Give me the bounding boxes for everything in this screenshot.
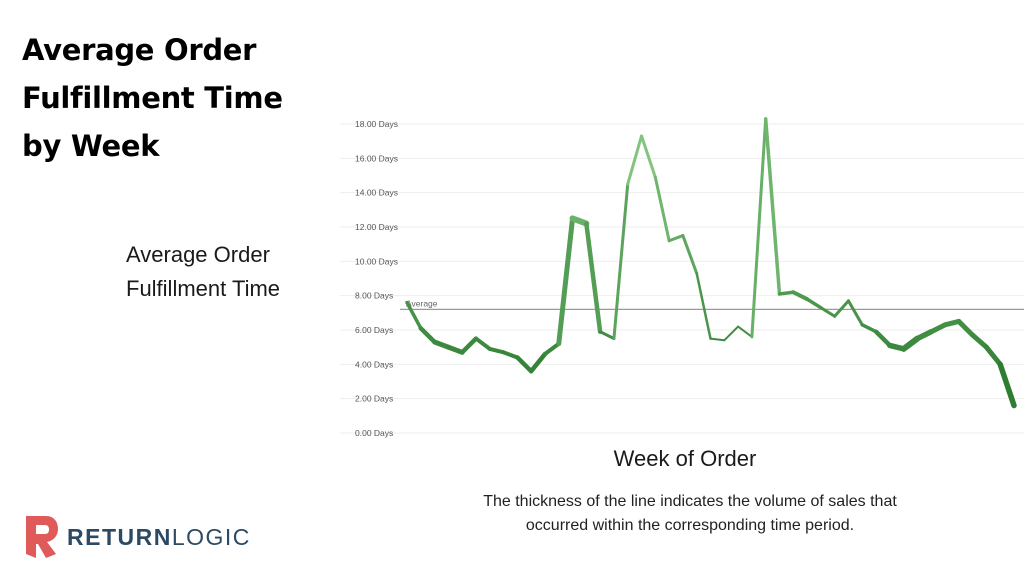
line-segment xyxy=(777,290,796,296)
line-segment xyxy=(983,344,1003,367)
line-segment xyxy=(515,355,534,374)
y-tick-label: 10.00 Days xyxy=(355,256,398,266)
line-segment xyxy=(805,297,823,310)
y-axis-title: Average Order Fulfillment Time xyxy=(126,242,281,301)
line-segment xyxy=(709,337,726,342)
line-chart: 0.00 Days 2.00 Days 4.00 Days 6.00 Days 8.00… xyxy=(340,117,1024,438)
logo-wordmark: RETURNLOGIC xyxy=(67,514,251,560)
line-segment xyxy=(791,290,810,302)
line-segment xyxy=(956,318,976,338)
line-segment xyxy=(612,182,630,341)
line-segment xyxy=(640,134,657,179)
line-segment xyxy=(598,330,616,341)
average-line-label: Average xyxy=(406,298,438,308)
y-axis-ticks: 0.00 Days 2.00 Days 4.00 Days 6.00 Days 8.00… xyxy=(355,119,398,438)
y-tick-label: 18.00 Days xyxy=(355,119,398,129)
line-segment xyxy=(556,215,576,347)
line-segment xyxy=(900,335,921,352)
x-axis-title: Week of Order xyxy=(613,446,757,471)
y-tick-label: 0.00 Days xyxy=(355,428,393,438)
line-segment xyxy=(681,234,699,275)
page-title: Average Order Fulfillment Time by Week xyxy=(22,33,283,163)
y-tick-label: 14.00 Days xyxy=(355,188,398,198)
y-tick-label: 6.00 Days xyxy=(355,325,393,335)
line-segment xyxy=(473,336,492,351)
line-segment xyxy=(695,272,712,340)
line-segment xyxy=(584,221,603,334)
line-segment xyxy=(723,325,740,342)
y-tick-label: 4.00 Days xyxy=(355,359,393,369)
line-segment xyxy=(928,322,948,335)
line-segment xyxy=(833,299,850,318)
line-segment xyxy=(487,346,506,355)
line-segment xyxy=(405,300,423,331)
line-segment xyxy=(997,361,1017,409)
y-tick-label: 8.00 Days xyxy=(355,291,393,301)
line-segment xyxy=(970,332,989,350)
y-tick-label: 12.00 Days xyxy=(355,222,398,232)
line-segment xyxy=(750,117,768,339)
line-segment xyxy=(763,117,782,296)
chart-caption: The thickness of the line indicates the … xyxy=(483,493,897,534)
line-segment xyxy=(459,336,479,355)
y-tick-label: 2.00 Days xyxy=(355,394,393,404)
line-segment xyxy=(860,323,878,334)
logo-text-return: RETURN xyxy=(67,524,172,550)
line-segment xyxy=(569,215,590,227)
line-segment xyxy=(914,328,934,342)
logo-text-logic: LOGIC xyxy=(171,524,251,550)
line-segment xyxy=(667,234,685,243)
line-segment xyxy=(418,326,437,345)
line-segment xyxy=(873,329,893,348)
y-tick-label: 16.00 Days xyxy=(355,153,398,163)
returnlogic-logo: RETURNLOGIC xyxy=(20,514,251,560)
line-segment xyxy=(501,350,520,360)
line-segment xyxy=(542,341,561,357)
gridlines xyxy=(340,123,1024,434)
line-segment xyxy=(819,306,837,318)
line-segment xyxy=(653,175,671,243)
line-segment xyxy=(626,134,644,186)
average-reference-line: Average xyxy=(400,298,1024,311)
line-segment xyxy=(528,351,548,374)
line-segment xyxy=(445,344,465,355)
line-segment xyxy=(737,325,753,338)
returnlogic-logo-icon xyxy=(26,516,58,558)
series-line xyxy=(405,117,1017,409)
line-segment xyxy=(846,299,864,327)
